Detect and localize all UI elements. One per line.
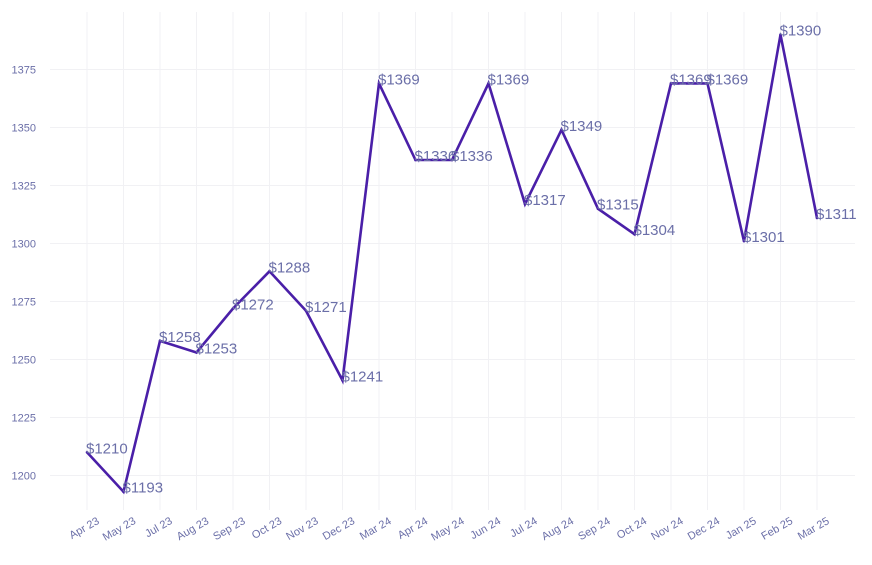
x-tick-label: Oct 24 [615, 515, 649, 542]
data-point [231, 307, 235, 310]
data-point [779, 33, 782, 36]
x-tick-label: Jul 24 [508, 515, 539, 540]
data-point [669, 82, 673, 85]
data-point [742, 239, 746, 243]
x-tick-label: Aug 24 [540, 515, 576, 543]
y-tick-label: 1350 [12, 123, 36, 135]
grid [50, 12, 855, 510]
data-label: $1301 [743, 229, 785, 246]
data-point [377, 82, 381, 85]
x-tick-label: Jan 25 [724, 515, 759, 542]
data-point [633, 232, 636, 236]
data-label: $1369 [488, 71, 530, 88]
data-label: $1369 [378, 71, 420, 88]
y-axis-ticks: 1200 1225 1250 1275 1300 1325 1350 1375 [12, 65, 36, 483]
x-tick-label: Jun 24 [468, 515, 503, 542]
data-label: $1210 [86, 440, 128, 457]
data-label: $1349 [561, 118, 603, 135]
data-label: $1258 [159, 329, 201, 346]
x-axis-ticks: Apr 23 May 23 Jul 23 Aug 23 Sep 23 Oct 23 Nov … [67, 515, 831, 543]
data-point [122, 490, 125, 494]
y-tick-label: 1300 [12, 239, 36, 251]
y-tick-label: 1250 [12, 355, 36, 367]
y-tick-label: 1275 [12, 297, 36, 309]
y-tick-label: 1325 [12, 181, 36, 193]
x-tick-label: Mar 25 [796, 515, 832, 543]
x-tick-label: Apr 23 [67, 515, 101, 542]
x-tick-label: Nov 24 [649, 515, 685, 543]
data-point [195, 351, 198, 354]
x-tick-label: Sep 24 [576, 515, 612, 543]
x-tick-label: Oct 23 [250, 515, 284, 542]
data-label: $1336 [451, 148, 493, 165]
data-label: $1193 [123, 480, 164, 497]
data-label: $1311 [816, 206, 857, 223]
data-label: $1304 [634, 222, 676, 239]
x-tick-label: Nov 23 [284, 515, 320, 543]
x-tick-label: Aug 23 [175, 515, 211, 543]
data-label: $1272 [232, 296, 274, 313]
data-labels: $1210 $1193 $1258$1253 $1272 $1288 $1271 $1241… [86, 23, 857, 497]
data-point [414, 158, 417, 162]
data-point [450, 158, 454, 162]
data-label: $1390 [780, 23, 822, 40]
y-tick-label: 1200 [12, 471, 36, 483]
data-label: $1315 [597, 197, 639, 214]
data-point [304, 309, 308, 313]
data-point [341, 379, 344, 382]
x-tick-label: Jul 23 [143, 515, 174, 540]
data-label: $1241 [342, 368, 384, 385]
y-tick-label: 1375 [12, 65, 36, 77]
data-label: $1253 [196, 341, 238, 358]
data-point [158, 339, 162, 343]
y-tick-label: 1225 [12, 413, 36, 425]
data-label: $1317 [524, 192, 566, 209]
x-tick-label: May 23 [101, 515, 138, 543]
data-label: $1336 [415, 148, 457, 165]
x-tick-label: Apr 24 [396, 515, 430, 542]
data-label: $1288 [269, 259, 311, 276]
data-point [815, 216, 819, 220]
data-point [523, 202, 527, 206]
data-point [85, 451, 89, 454]
data-label: $1271 [305, 299, 347, 316]
x-tick-label: Sep 23 [211, 515, 247, 543]
series-layer [85, 33, 819, 495]
data-label: $1369 [670, 71, 712, 88]
data-point [560, 128, 563, 132]
x-tick-label: Dec 23 [321, 515, 357, 543]
x-tick-label: Feb 25 [759, 515, 795, 543]
x-tick-label: May 24 [429, 515, 466, 543]
data-point [596, 207, 600, 210]
data-label: $1369 [707, 71, 749, 88]
data-point [487, 82, 490, 85]
x-tick-label: Dec 24 [686, 515, 722, 543]
data-point [268, 270, 271, 273]
x-tick-label: Mar 24 [358, 515, 394, 543]
data-point [706, 82, 709, 85]
